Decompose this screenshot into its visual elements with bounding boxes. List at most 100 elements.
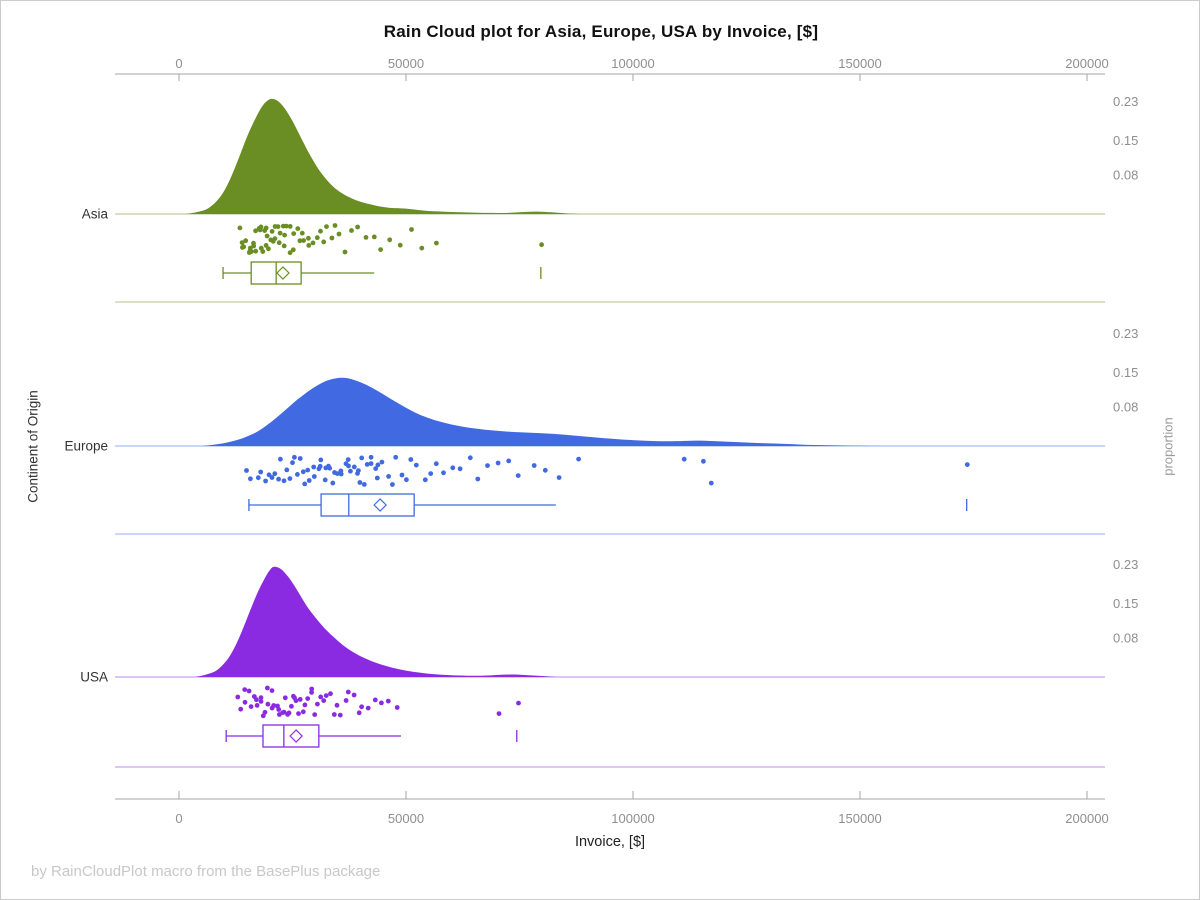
proportion-axis-label: proportion [1160, 417, 1176, 476]
rain-point-europe [311, 474, 317, 479]
rain-point-asia [260, 249, 266, 254]
rain-point-usa [262, 709, 268, 715]
rain-point-europe [556, 475, 562, 480]
rain-point-europe [390, 482, 395, 487]
bottom-axis-tick-label: 100000 [611, 811, 654, 826]
rain-point-europe [351, 464, 357, 470]
rain-point-usa [315, 701, 320, 707]
rain-point-europe [297, 456, 303, 461]
rain-point-asia [355, 224, 360, 230]
rain-point-usa [302, 702, 308, 708]
rain-point-usa [258, 699, 264, 704]
rain-point-asia [306, 235, 311, 241]
rain-point-asia [434, 240, 439, 246]
rain-point-europe [428, 471, 434, 476]
rain-point-usa [359, 704, 364, 710]
rain-point-usa [356, 710, 362, 716]
rain-point-europe [393, 454, 399, 460]
rain-point-asia [363, 235, 369, 240]
rain-point-asia [318, 228, 323, 234]
rain-point-asia [275, 224, 281, 230]
rain-point-europe [375, 462, 381, 468]
rain-point-europe [356, 468, 361, 473]
rain-point-usa [379, 700, 384, 706]
rain-point-asia [263, 225, 269, 231]
chart-title: Rain Cloud plot for Asia, Europe, USA by… [383, 22, 819, 41]
rain-point-europe [300, 469, 306, 475]
rain-point-usa [351, 692, 357, 698]
rain-point-asia [287, 250, 293, 256]
proportion-tick-label-asia: 0.15 [1113, 133, 1138, 148]
rain-point-europe [338, 471, 344, 477]
rain-point-asia [336, 231, 342, 237]
rain-point-usa [269, 688, 275, 693]
rain-point-europe [433, 461, 439, 467]
rain-point-europe [317, 463, 323, 469]
rain-point-usa [331, 712, 337, 717]
rain-point-usa [372, 697, 378, 703]
rain-point-usa [271, 703, 277, 708]
top-axis-tick-label: 0 [175, 56, 182, 71]
rain-point-usa [265, 701, 271, 707]
proportion-tick-label-asia: 0.08 [1113, 167, 1138, 182]
rain-point-asia [253, 228, 258, 234]
rain-point-europe [576, 456, 581, 462]
rain-point-asia [282, 232, 287, 238]
rain-point-europe [441, 470, 446, 476]
rain-point-europe [255, 475, 261, 481]
density-cloud-europe [201, 377, 883, 446]
rain-point-europe [305, 467, 311, 473]
rain-point-usa [309, 686, 315, 692]
rain-point-europe [248, 476, 253, 482]
rain-point-europe [284, 467, 290, 473]
rain-point-usa [321, 698, 327, 703]
rain-point-europe [681, 456, 687, 462]
rain-point-usa [328, 691, 333, 697]
rain-point-europe [364, 462, 370, 467]
rain-point-europe [318, 457, 324, 463]
rain-point-asia [281, 243, 287, 249]
rain-point-asia [419, 245, 425, 251]
rain-point-europe [450, 465, 456, 471]
rain-point-usa [265, 685, 270, 691]
rain-point-asia [378, 247, 383, 253]
rain-point-asia [277, 230, 283, 236]
density-cloud-usa [194, 566, 556, 677]
rain-point-europe [357, 480, 363, 485]
rain-point-europe [386, 474, 391, 479]
mean-diamond-europe [373, 498, 387, 512]
rain-point-usa [516, 700, 521, 706]
rain-point-europe [701, 458, 706, 464]
bottom-axis-tick-label: 150000 [838, 811, 881, 826]
rain-point-europe [258, 469, 264, 475]
rain-point-europe [413, 462, 419, 468]
proportion-tick-label-europe: 0.23 [1113, 326, 1138, 341]
rain-point-asia [272, 236, 278, 242]
rain-point-usa [296, 711, 301, 716]
rain-point-europe [506, 458, 512, 464]
rain-point-usa [282, 695, 288, 701]
rain-point-europe [244, 468, 249, 473]
rain-point-asia [299, 230, 305, 236]
rain-point-asia [241, 244, 247, 250]
rain-point-europe [374, 475, 380, 481]
rain-point-asia [239, 240, 245, 246]
rain-point-europe [345, 457, 351, 462]
rain-point-asia [290, 247, 296, 253]
rain-point-europe [964, 462, 970, 467]
category-label-europe: Europe [64, 439, 108, 454]
rain-point-asia [291, 231, 297, 237]
rain-point-europe [311, 464, 317, 470]
rain-point-europe [287, 476, 293, 481]
rain-point-usa [286, 710, 292, 716]
rain-point-europe [348, 468, 353, 474]
box-europe [320, 493, 415, 517]
proportion-tick-label-europe: 0.15 [1113, 365, 1138, 380]
bottom-axis-tick-label: 200000 [1065, 811, 1108, 826]
rain-point-asia [397, 242, 403, 248]
rain-point-asia [342, 249, 348, 255]
rain-point-europe [467, 455, 473, 461]
rain-point-asia [329, 235, 335, 241]
